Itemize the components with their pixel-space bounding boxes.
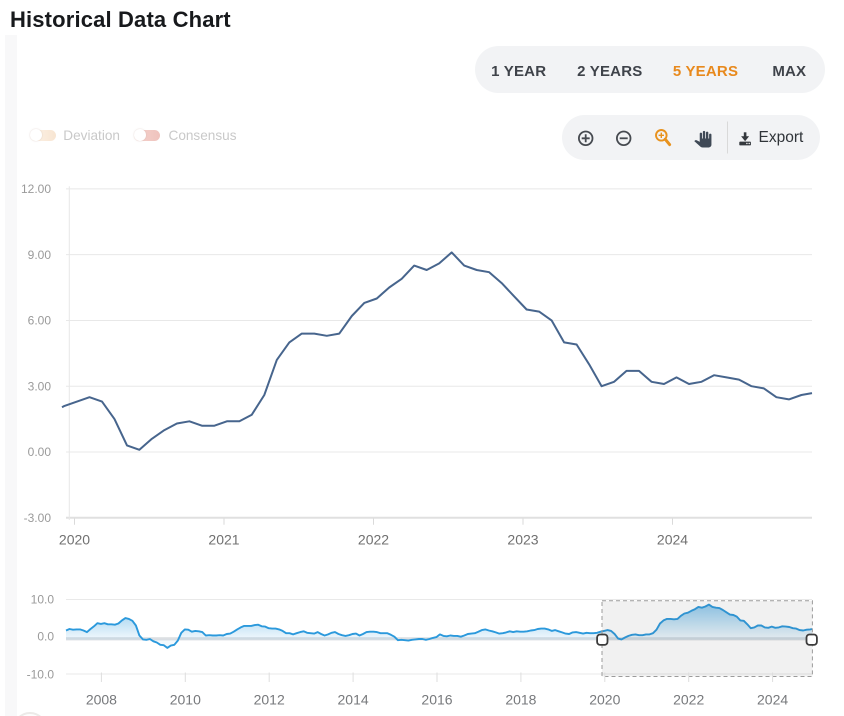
svg-text:-10.0: -10.0 [27, 668, 55, 682]
svg-text:2022: 2022 [673, 692, 704, 708]
svg-text:-3.00: -3.00 [24, 511, 52, 525]
svg-text:0.00: 0.00 [28, 445, 52, 459]
svg-text:2010: 2010 [170, 692, 201, 708]
svg-text:6.00: 6.00 [28, 314, 52, 328]
svg-text:2023: 2023 [507, 532, 538, 548]
svg-text:10.0: 10.0 [31, 593, 55, 607]
svg-text:3.00: 3.00 [28, 379, 52, 393]
svg-text:12.00: 12.00 [21, 182, 51, 196]
svg-text:2024: 2024 [657, 532, 688, 548]
svg-text:2024: 2024 [757, 692, 788, 708]
svg-text:0.0: 0.0 [37, 629, 54, 643]
svg-text:2020: 2020 [59, 532, 90, 548]
svg-text:2022: 2022 [358, 532, 389, 548]
svg-text:2016: 2016 [421, 692, 452, 708]
svg-text:2020: 2020 [589, 692, 620, 708]
svg-text:2008: 2008 [86, 692, 117, 708]
svg-text:9.00: 9.00 [28, 248, 52, 262]
svg-text:2018: 2018 [505, 692, 536, 708]
svg-text:2014: 2014 [338, 692, 369, 708]
svg-text:2012: 2012 [254, 692, 285, 708]
svg-text:2021: 2021 [208, 532, 239, 548]
